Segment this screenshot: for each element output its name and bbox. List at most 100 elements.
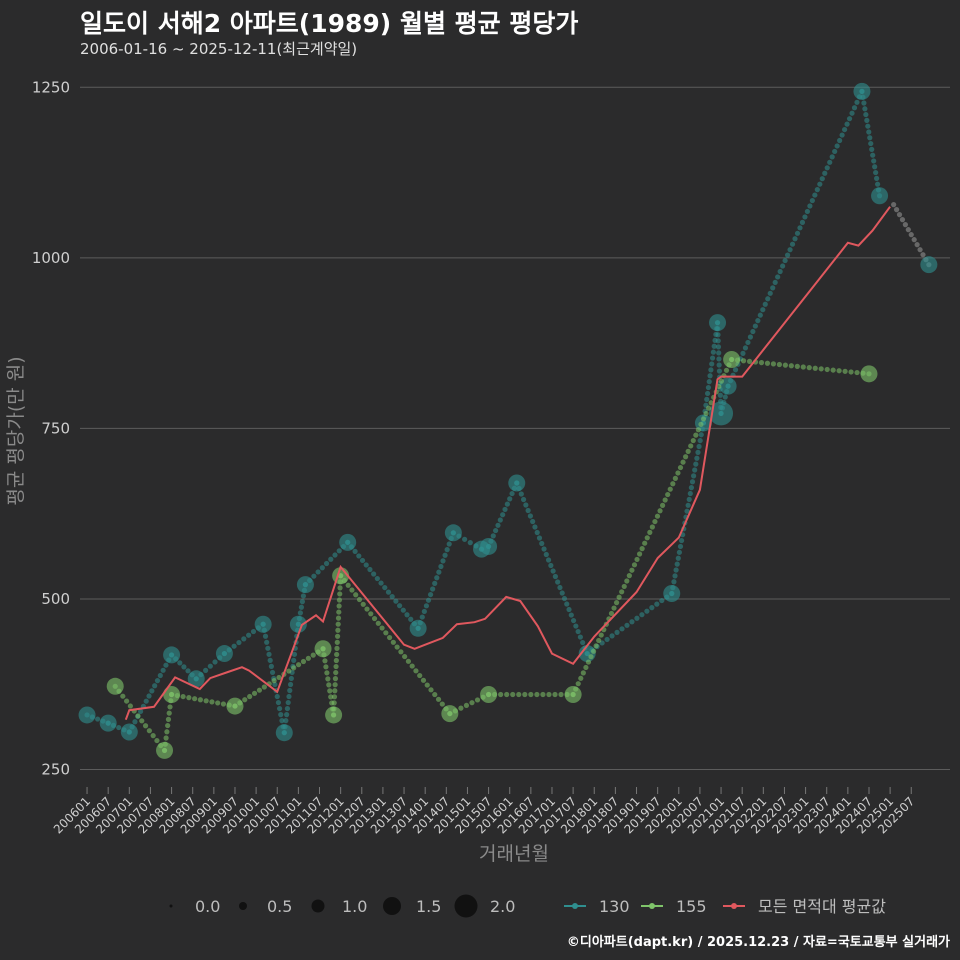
series-130-trail-dot: [525, 507, 531, 514]
series-155-point: [314, 640, 332, 658]
series-130-trail-dot: [509, 490, 515, 497]
series-155-trail-dot: [667, 486, 673, 492]
y-tick-label: 500: [41, 590, 70, 608]
series-155-trail-dot: [652, 518, 658, 525]
series-130-trail-dot: [432, 580, 438, 586]
series-130-trail-dot: [809, 197, 815, 204]
series-155-trail-dot: [812, 365, 818, 371]
series-155-trail-dot: [522, 691, 528, 698]
series-155-trail-dot: [848, 369, 854, 375]
series-155-point: [480, 685, 498, 703]
series-155-trail-dot: [649, 524, 655, 530]
series-130-trail-dot: [659, 597, 665, 604]
series-130-trail-dot: [787, 247, 793, 253]
y-tick-label: 250: [41, 761, 70, 779]
series-latest-trail-dot: [893, 207, 900, 213]
legend-key-label: 155: [676, 897, 707, 916]
series-130-trail-dot: [419, 614, 425, 620]
series-130-point: [254, 615, 272, 633]
series-130-trail-dot: [264, 639, 270, 645]
series-130-trail-dot: [336, 548, 342, 554]
series-130-trail-dot: [846, 116, 853, 122]
series-130-trail-dot: [285, 699, 291, 706]
chart-subtitle: 2006-01-16 ~ 2025-12-11(최근계약일): [80, 40, 358, 58]
series-130-trail-dot: [497, 517, 503, 523]
series-155-trail-dot: [740, 358, 747, 364]
series-130-trail-dot: [619, 626, 625, 632]
series-155-trail-dot: [325, 676, 331, 682]
series-130-trail-dot: [287, 681, 294, 688]
series-155-trail-dot: [420, 677, 427, 683]
series-130-trail-dot: [792, 236, 798, 242]
series-155-trail-dot: [336, 603, 342, 609]
series-155-trail-dot: [703, 410, 709, 417]
series-155-trail-dot: [192, 696, 198, 702]
series-130-trail-dot: [286, 693, 292, 700]
series-130-trail-dot: [545, 557, 552, 563]
series-130-trail-dot: [311, 573, 317, 579]
series-130-trail-dot: [676, 549, 682, 555]
series-130-trail-dot: [518, 491, 524, 497]
series-130-trail-dot: [534, 529, 540, 536]
series-155-trail-dot: [854, 369, 860, 376]
series-155-trail-dot: [334, 633, 341, 639]
series-130-trail-dot: [246, 632, 252, 638]
series-130-trail-dot: [319, 565, 325, 571]
series-130-trail-dot: [784, 252, 791, 258]
series-155-trail-dot: [657, 508, 663, 514]
series-130-trail-dot: [446, 541, 452, 547]
series-155-trail-dot: [611, 605, 617, 611]
series-130-trail-dot: [385, 589, 392, 595]
series-130-trail-dot: [716, 362, 722, 368]
series-130-trail-dot: [874, 175, 880, 181]
series-130-trail-dot: [799, 219, 806, 225]
series-155-trail-dot: [295, 662, 302, 668]
source-caption: ©디아파트(dapt.kr) / 2025.12.23 / 자료=국토교통부 실…: [566, 935, 950, 950]
legend-key-dot: [572, 903, 578, 909]
series-130-trail-dot: [143, 698, 149, 704]
series-130-point: [120, 723, 138, 741]
series-155-trail-dot: [439, 701, 445, 707]
series-130-trail-dot: [812, 192, 818, 198]
series-130-trail-dot: [265, 645, 271, 651]
series-155-trail-dot: [624, 578, 630, 584]
series-130-trail-dot: [722, 394, 728, 400]
series-155-trail-dot: [534, 691, 540, 698]
series-130-trail-dot: [548, 562, 554, 569]
series-130-point: [275, 724, 293, 742]
series-130-point: [871, 187, 889, 205]
series-130-trail-dot: [297, 610, 303, 616]
series-155-trail-dot: [333, 669, 339, 676]
series-130-trail-dot: [675, 555, 681, 561]
series-130-trail-dot: [695, 449, 701, 455]
legend: 0.0 0.5 1.0 1.5 2.0 130 155 모든 면적대 평균값: [169, 894, 886, 918]
series-155-trail-dot: [458, 705, 464, 711]
series-155-trail-dot: [334, 639, 340, 645]
series-130-point: [709, 401, 734, 426]
series-130-trail-dot: [745, 339, 751, 346]
series-130-point: [444, 524, 462, 542]
series-155-trail-dot: [670, 481, 676, 487]
series-130-trail-dot: [829, 154, 835, 160]
series-155-trail-dot: [619, 589, 625, 595]
series-155-trail-dot: [794, 363, 800, 369]
series-155-trail-dot: [558, 691, 564, 698]
series-130-trail-dot: [644, 608, 650, 614]
series-130-trail-dot: [266, 651, 272, 657]
series-130-trail-dot: [861, 100, 867, 106]
series-130-trail-dot: [715, 344, 722, 350]
series-130-trail-dot: [717, 392, 723, 398]
series-130-trail-dot: [614, 629, 620, 635]
series-130-trail-dot: [160, 667, 166, 673]
series-155-trail-dot: [665, 491, 671, 498]
legend-size-label: 1.5: [416, 897, 441, 916]
series-155-trail-dot: [349, 587, 355, 593]
series-130-trail-dot: [152, 683, 158, 689]
series-155-trail-dot: [390, 639, 396, 645]
series-130-trail-dot: [269, 669, 276, 676]
series-155-trail-dot: [578, 675, 584, 681]
series-155-trail-dot: [718, 378, 724, 384]
series-155-trail-dot: [300, 658, 307, 665]
series-130-trail-dot: [146, 693, 152, 699]
series-155-trail-dot: [688, 443, 694, 449]
